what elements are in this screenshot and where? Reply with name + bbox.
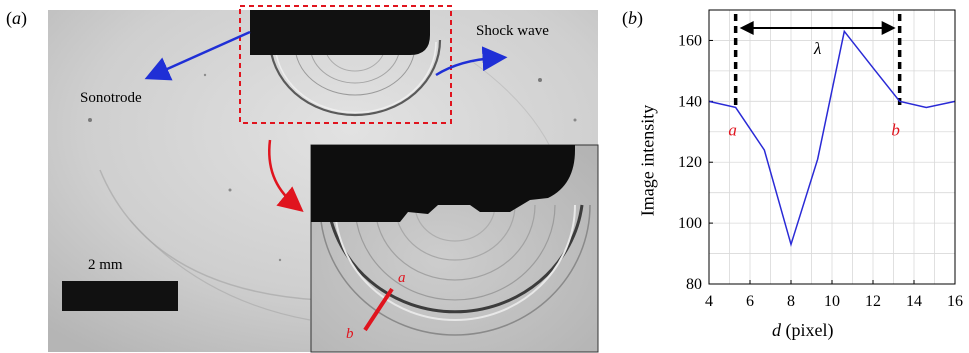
y-tick-label: 80	[686, 276, 702, 293]
panel-b: (b) 4 6 8 10 12 14 16 80 100 120 140 160 λ a b d (pix…	[620, 0, 969, 353]
y-tick-label: 100	[678, 215, 702, 232]
y-tick-label: 120	[678, 154, 702, 171]
x-tick-label: 16	[947, 293, 963, 310]
sonotrode-tip	[250, 10, 430, 55]
intensity-series-line	[708, 29, 956, 248]
chart-grid	[708, 9, 956, 285]
x-tick-label: 4	[705, 293, 713, 310]
y-axis-label: Image intensity	[637, 104, 658, 217]
x-tick-label: 6	[746, 293, 754, 310]
lambda-arrow-right-head	[881, 21, 896, 35]
point-a-marker-label: a	[728, 120, 737, 139]
zoom-arrow	[268, 139, 304, 212]
point-b-marker-label: b	[891, 120, 900, 139]
y-tick-label: 140	[678, 93, 702, 110]
shock-wave-label: Shock wave	[476, 23, 549, 39]
x-tick-label: 14	[906, 293, 922, 310]
point-b-label: b	[346, 326, 354, 342]
panel-a-label: (a)	[6, 8, 27, 28]
x-axis-label: d (pixel)	[772, 320, 834, 340]
panel-a: (a)	[6, 5, 599, 353]
x-tick-label: 8	[787, 293, 795, 310]
x-tick-label: 10	[824, 293, 840, 310]
x-tick-label: 12	[865, 293, 881, 310]
photo-texture	[88, 59, 577, 321]
shadowgraph-image	[48, 5, 599, 353]
y-tick-label: 160	[678, 32, 702, 49]
lambda-arrow-left-head	[739, 21, 754, 35]
shock-wave-arrow	[435, 46, 508, 77]
scale-bar-label: 2 mm	[88, 257, 123, 273]
lambda-label: λ	[813, 39, 821, 58]
sonotrode-arrow	[144, 30, 251, 81]
chart-annotations: λ a b	[728, 14, 902, 139]
measurement-line	[363, 287, 394, 332]
panel-b-label: (b)	[622, 8, 643, 28]
scale-bar	[62, 281, 178, 311]
zoom-inset	[310, 144, 599, 353]
plot-frame	[708, 9, 956, 285]
point-a-label: a	[398, 270, 406, 286]
intensity-chart: 4 6 8 10 12 14 16 80 100 120 140 160 λ a b	[678, 9, 963, 310]
sonotrode-label: Sonotrode	[80, 90, 142, 106]
chart-ticks: 4 6 8 10 12 14 16 80 100 120 140 160	[678, 32, 963, 310]
shock-wave-rings	[268, 39, 442, 117]
zoom-region-box	[239, 5, 452, 124]
